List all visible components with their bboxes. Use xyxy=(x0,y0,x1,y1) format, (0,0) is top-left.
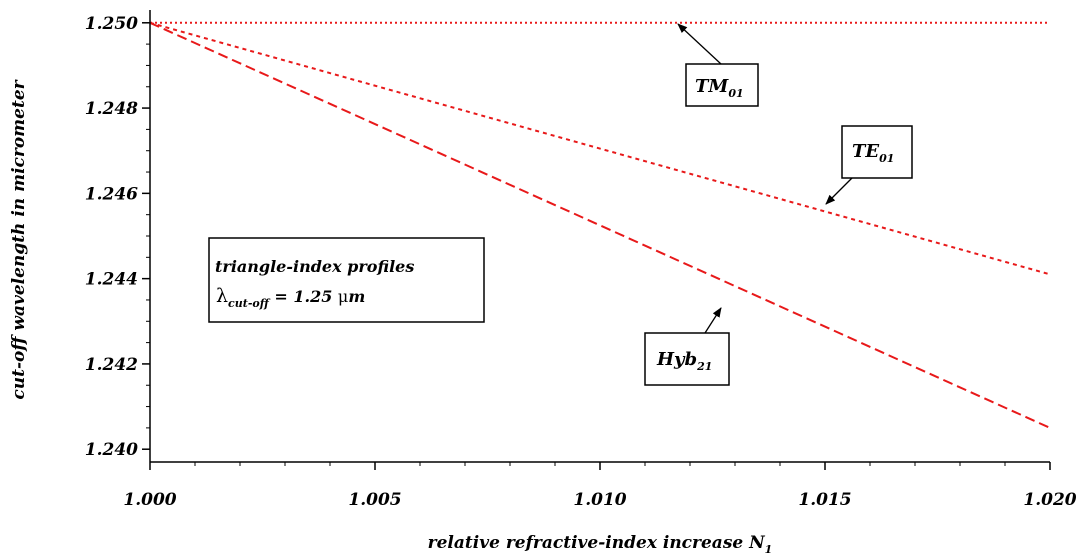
x-tick-label: 1.010 xyxy=(573,490,626,510)
x-axis-label: relative refractive-index increase N1 xyxy=(428,533,773,556)
label-hyb21-box xyxy=(644,332,730,386)
info-box-line2: λcut-off = 1.25 μm xyxy=(216,285,365,310)
x-tick-label: 1.005 xyxy=(348,490,401,510)
plot-area xyxy=(149,21,1051,429)
y-tick-label: 1.248 xyxy=(85,99,138,119)
info-box-line1: triangle-index profiles xyxy=(215,257,414,276)
info-box-frame xyxy=(208,237,485,323)
x-axis-label-main: relative refractive-index increase N xyxy=(428,533,766,553)
unit-mu: μ xyxy=(338,287,348,306)
label-tm01: TM01 xyxy=(685,63,759,107)
lambda-symbol: λ xyxy=(216,285,228,307)
y-tick-label: 1.240 xyxy=(85,440,138,460)
label-te01-text: TE01 xyxy=(852,141,894,165)
x-axis-label-subscript: 1 xyxy=(765,543,773,556)
y-tick-label: 1.250 xyxy=(85,14,138,34)
arrow-hyb21 xyxy=(704,307,722,334)
label-te01-main: TE xyxy=(852,141,879,162)
info-box: triangle-index profiles λcut-off = 1.25 … xyxy=(208,237,485,323)
label-tm01-text: TM01 xyxy=(695,76,744,100)
series-line-hyb21 xyxy=(149,21,1051,429)
label-te01-sub: 01 xyxy=(879,152,894,165)
label-hyb21-sub: 21 xyxy=(696,360,712,373)
unit-m: m xyxy=(348,287,365,306)
x-tick-label: 1.020 xyxy=(1023,490,1076,510)
label-hyb21-main: Hyb xyxy=(656,349,697,370)
label-tm01-main: TM xyxy=(695,76,729,97)
lambda-subscript: cut-off xyxy=(228,297,271,310)
y-tick-label: 1.242 xyxy=(85,355,138,375)
arrow-te01 xyxy=(825,177,853,205)
annotations xyxy=(677,23,853,334)
label-tm01-sub: 01 xyxy=(728,87,743,100)
label-hyb21-text: Hyb21 xyxy=(656,349,712,373)
cutoff-value: = 1.25 xyxy=(269,287,338,306)
label-te01-box xyxy=(841,125,913,179)
y-tick-label: 1.244 xyxy=(85,270,138,290)
arrow-tm01 xyxy=(677,23,722,65)
label-te01: TE01 xyxy=(841,125,913,179)
axes: 1.000 1.005 1.010 1.015 1.020 1.240 1.242 1.244… xyxy=(85,10,1077,510)
x-tick-label: 1.000 xyxy=(123,490,176,510)
label-hyb21: Hyb21 xyxy=(644,332,730,386)
y-axis-label: cut-off wavelength in micrometer xyxy=(9,79,29,399)
label-tm01-box xyxy=(685,63,759,107)
y-tick-label: 1.246 xyxy=(85,184,138,204)
series-line-te01 xyxy=(149,21,1051,276)
x-tick-label: 1.015 xyxy=(798,490,851,510)
